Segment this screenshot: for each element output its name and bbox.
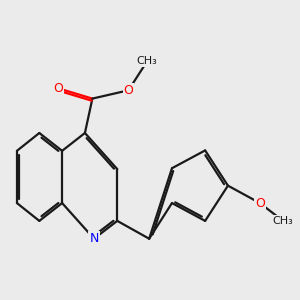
Text: O: O xyxy=(255,196,265,210)
Text: O: O xyxy=(124,84,134,97)
Text: CH₃: CH₃ xyxy=(273,216,293,226)
Text: O: O xyxy=(53,82,63,95)
Text: N: N xyxy=(89,232,99,245)
Text: CH₃: CH₃ xyxy=(137,56,158,66)
